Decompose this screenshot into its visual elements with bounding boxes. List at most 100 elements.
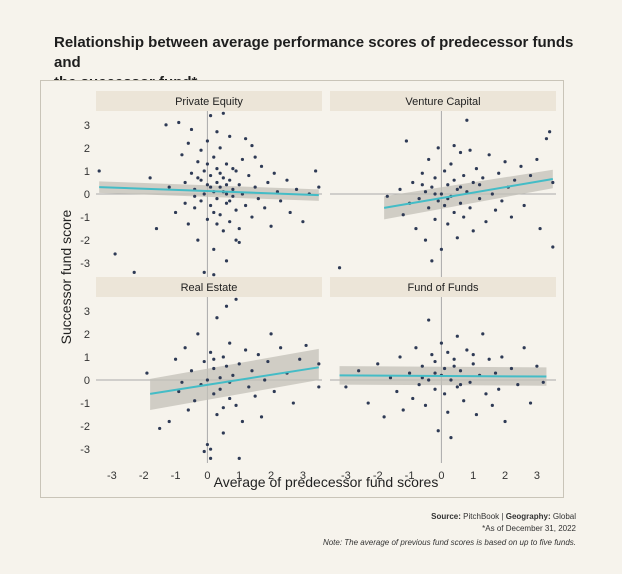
data-point — [208, 114, 213, 118]
data-point — [221, 406, 225, 410]
data-point — [231, 373, 235, 377]
data-point — [366, 401, 370, 405]
data-point — [548, 130, 552, 134]
data-point — [218, 146, 222, 150]
data-point — [458, 150, 463, 155]
source-separator: | — [501, 512, 504, 521]
source-block: Source: PitchBook | Geography: Global *A… — [323, 511, 576, 549]
data-point — [145, 371, 149, 375]
data-point — [455, 385, 459, 389]
data-point — [231, 187, 235, 191]
data-point — [205, 442, 210, 447]
x-tick-label: 3 — [534, 470, 540, 482]
data-point — [237, 362, 241, 366]
data-point — [481, 332, 485, 336]
data-point — [474, 412, 479, 417]
data-point — [487, 153, 491, 157]
data-point — [398, 355, 402, 359]
source-line: Source: PitchBook | Geography: Global — [323, 511, 576, 523]
data-point — [500, 199, 504, 203]
data-point — [196, 238, 200, 242]
data-point — [208, 447, 213, 451]
source-value: PitchBook — [463, 512, 500, 521]
data-point — [189, 171, 194, 175]
data-point — [522, 346, 526, 350]
data-point — [436, 199, 440, 203]
data-point — [314, 169, 318, 173]
data-point — [208, 456, 213, 460]
data-point — [263, 378, 267, 382]
x-axis-title: Average of predecessor fund scores — [214, 474, 439, 490]
faceted-scatter-chart: Private Equity -3 -2 -1 0 1 2 3 Venture Capital R… — [58, 91, 556, 490]
data-point — [186, 222, 190, 226]
data-point — [471, 180, 475, 185]
data-point — [411, 396, 415, 401]
data-point — [430, 353, 434, 357]
data-point — [493, 208, 498, 212]
y-tick-label: 1 — [84, 166, 90, 178]
data-point — [167, 185, 171, 189]
data-point — [442, 169, 447, 173]
data-point — [205, 183, 210, 187]
data-point — [398, 187, 402, 191]
data-point — [132, 270, 136, 274]
data-point — [449, 162, 453, 166]
data-point — [417, 197, 421, 201]
data-point — [224, 304, 229, 308]
data-point — [376, 362, 380, 366]
x-tick-label: 2 — [268, 470, 274, 482]
chart-title-line-1: Relationship between average performance… — [54, 34, 574, 71]
data-point — [420, 183, 424, 187]
data-point — [228, 220, 232, 224]
data-point — [458, 201, 463, 205]
data-point — [423, 190, 428, 194]
y-tick-label: -3 — [80, 258, 90, 270]
data-point — [202, 449, 206, 454]
data-point — [269, 332, 273, 336]
data-point — [218, 185, 222, 189]
data-point — [401, 408, 405, 412]
data-point — [205, 139, 210, 143]
data-point — [484, 392, 488, 396]
data-point — [423, 238, 428, 242]
data-point — [250, 143, 254, 148]
data-point — [189, 369, 194, 373]
data-point — [404, 139, 408, 143]
data-point — [478, 197, 482, 201]
data-point — [240, 419, 245, 424]
data-point — [357, 369, 361, 373]
data-point — [177, 389, 181, 394]
data-point — [164, 123, 168, 127]
data-point — [427, 157, 431, 162]
data-point — [407, 371, 412, 375]
data-point — [442, 203, 447, 208]
x-tick-label: -3 — [341, 470, 351, 482]
data-point — [304, 343, 308, 348]
data-point — [490, 403, 494, 407]
data-point — [493, 371, 498, 375]
data-point — [224, 201, 229, 205]
data-point — [221, 355, 225, 359]
y-tick-label: -1 — [80, 398, 90, 410]
data-point — [263, 206, 267, 210]
data-point — [317, 185, 321, 189]
data-point — [513, 178, 517, 182]
data-point — [205, 162, 210, 166]
data-point — [433, 371, 437, 375]
data-point — [218, 171, 222, 175]
x-tick-label: -2 — [373, 470, 383, 482]
data-point — [446, 183, 450, 187]
data-point — [442, 366, 447, 371]
data-point — [247, 173, 251, 178]
data-point — [439, 247, 444, 251]
data-point — [231, 194, 235, 198]
y-tick-label: 2 — [84, 329, 90, 341]
y-tick-label: 0 — [84, 375, 90, 387]
data-point — [205, 217, 210, 221]
confidence-band — [150, 348, 319, 410]
data-point — [317, 385, 321, 389]
data-point — [452, 178, 456, 182]
data-point — [113, 252, 117, 256]
geography-value: Global — [552, 512, 576, 521]
data-point — [193, 194, 197, 198]
